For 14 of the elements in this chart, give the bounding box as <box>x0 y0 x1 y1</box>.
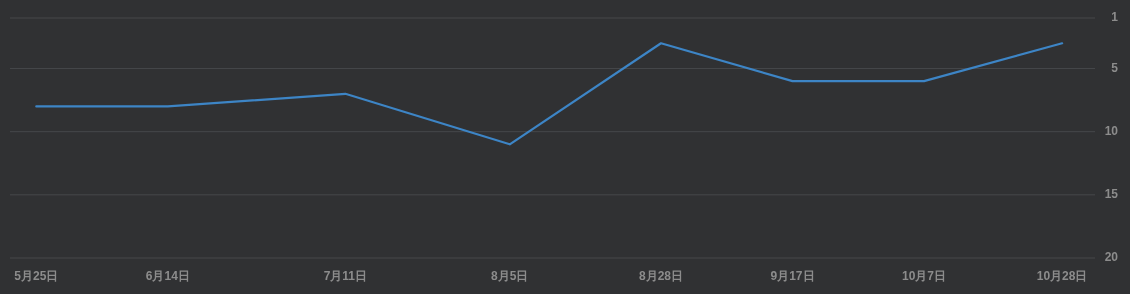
y-tick-label: 1 <box>1111 10 1119 25</box>
x-tick-label: 10月7日 <box>902 269 947 284</box>
y-tick-label: 15 <box>1104 187 1119 202</box>
x-tick-label: 9月17日 <box>770 269 815 284</box>
y-tick-label: 20 <box>1104 250 1119 265</box>
x-tick-label: 8月5日 <box>491 269 529 284</box>
x-tick-label: 7月11日 <box>323 269 368 284</box>
x-tick-label: 5月25日 <box>14 269 59 284</box>
x-tick-label: 8月28日 <box>638 269 684 284</box>
x-tick-label: 10月28日 <box>1036 269 1088 284</box>
y-tick-label: 10 <box>1104 123 1119 138</box>
x-tick-label: 6月14日 <box>145 269 190 284</box>
y-tick-label: 5 <box>1111 60 1119 75</box>
line-series <box>35 42 1064 146</box>
